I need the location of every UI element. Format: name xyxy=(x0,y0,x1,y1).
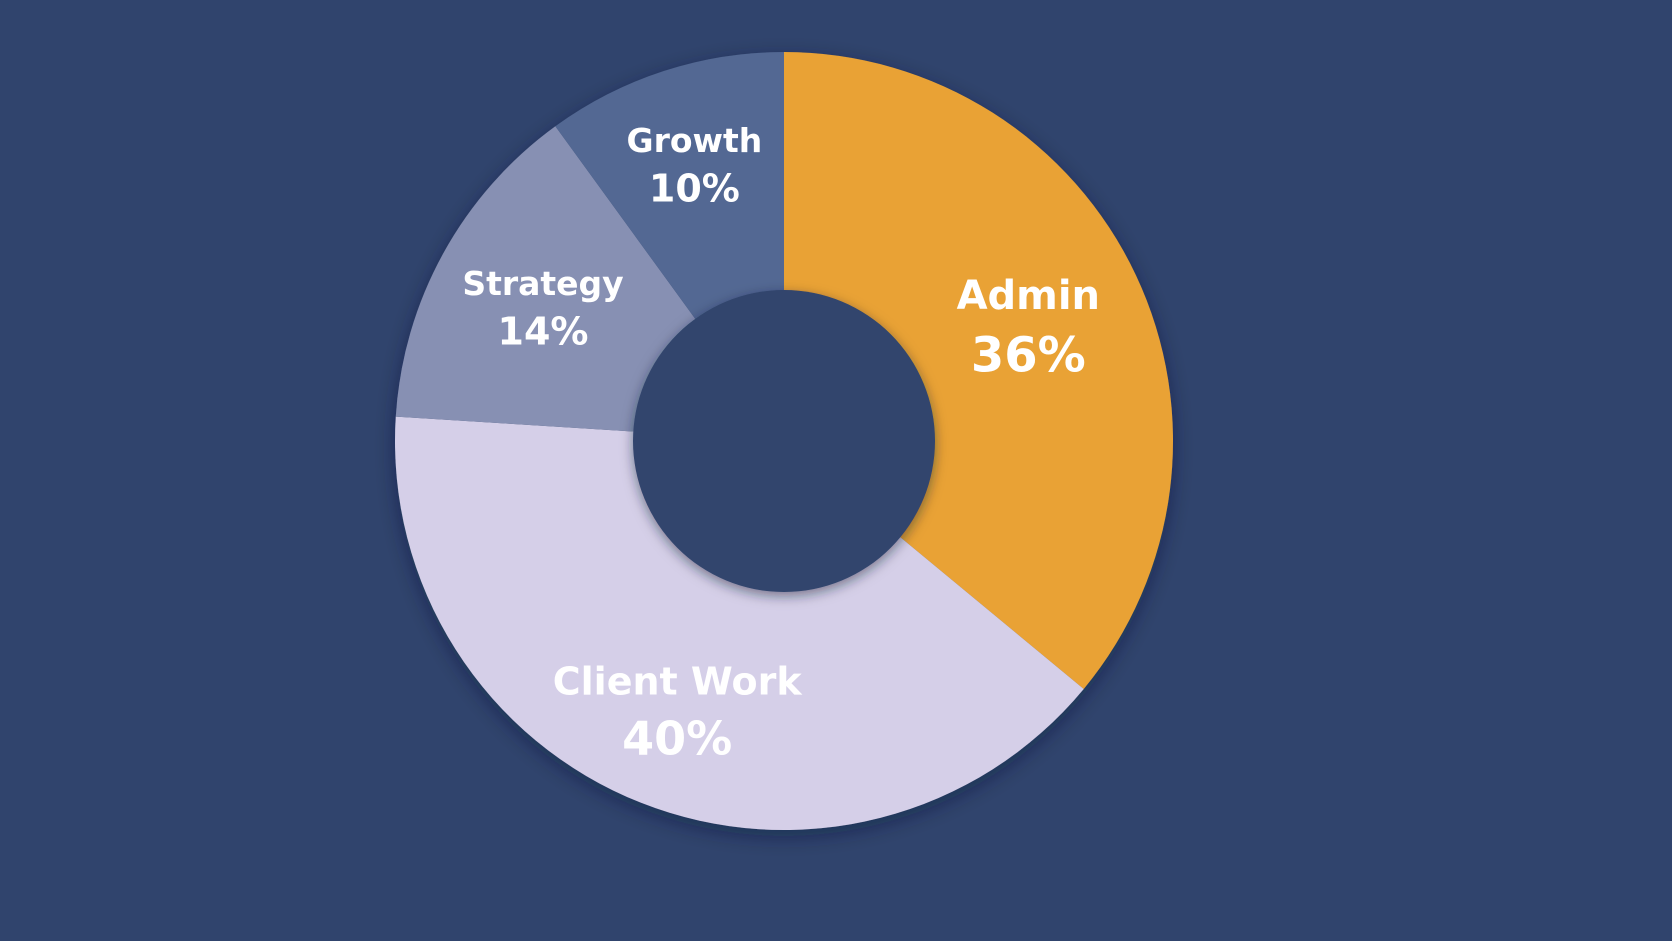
slice-value-strategy: 14% xyxy=(498,310,589,354)
slice-value-growth: 10% xyxy=(649,166,740,210)
slice-label-strategy: Strategy xyxy=(462,264,623,303)
slice-value-admin: 36% xyxy=(971,328,1086,384)
slice-label-admin: Admin xyxy=(957,273,1100,319)
slice-value-client-work: 40% xyxy=(622,711,732,765)
labels-group: Admin 36% Client Work 40% Strategy 14% Growth 1… xyxy=(462,121,1100,765)
slice-admin xyxy=(784,51,1174,689)
slice-label-client-work: Client Work xyxy=(553,660,803,704)
slice-label-growth: Growth xyxy=(627,121,763,160)
donut-hole xyxy=(633,290,935,592)
slice-client-work xyxy=(395,416,1084,830)
